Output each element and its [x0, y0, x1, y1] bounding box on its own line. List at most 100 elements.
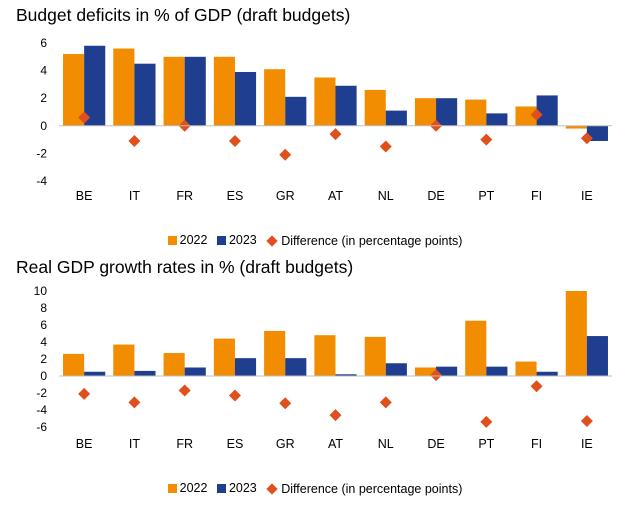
y-tick-label: -2: [36, 386, 47, 400]
bar-2023-FI: [536, 95, 558, 126]
y-tick-label: -2: [36, 146, 47, 160]
difference-marker-PT: [480, 415, 493, 428]
budget-deficits-plot: 6 4 2 0 -2 -4 BE IT FR ES GR AT NL DE PT FI IE: [36, 36, 612, 203]
difference-marker-IT: [128, 134, 141, 147]
x-category-label: AT: [328, 189, 343, 203]
bar-2022-ES: [213, 56, 235, 126]
legend-label: 2022: [179, 233, 208, 247]
difference-marker-FI: [530, 108, 543, 121]
difference-marker-IT: [128, 396, 141, 409]
y-tick-label: -6: [36, 420, 47, 434]
bar-2022-BE: [63, 353, 85, 376]
difference-marker-FR: [178, 384, 191, 397]
bar-2022-IE: [565, 125, 587, 129]
y-tick-label: 4: [40, 64, 47, 78]
x-category-label: NL: [378, 437, 394, 451]
x-category-label: FR: [176, 437, 193, 451]
legend-label: Difference (in percentage points): [281, 481, 463, 496]
y-tick-label: 6: [40, 318, 47, 332]
difference-marker-GR: [279, 148, 292, 161]
y-tick-label: 6: [40, 36, 47, 50]
bar-2022-NL: [364, 336, 386, 376]
bar-2023-BE: [84, 371, 106, 376]
x-category-label: DE: [427, 437, 444, 451]
y-tick-label: -4: [36, 403, 47, 417]
y-tick-label: 2: [40, 352, 47, 366]
bar-2023-FR: [184, 367, 206, 376]
bar-2023-DE: [436, 98, 458, 126]
x-category-label: IE: [581, 437, 593, 451]
bar-2023-FR: [184, 56, 206, 126]
bar-2022-PT: [465, 99, 487, 126]
x-category-label: GR: [276, 189, 295, 203]
chart-legend: 2022 2023 Difference (in percentage poin…: [0, 481, 636, 496]
x-category-label: FI: [531, 437, 542, 451]
legend-label: 2023: [228, 233, 257, 247]
x-category-label: AT: [328, 437, 343, 451]
bar-2022-AT: [314, 77, 336, 126]
x-category-label: PT: [478, 437, 494, 451]
bar-2023-AT: [335, 85, 357, 126]
x-category-label: ES: [227, 189, 244, 203]
bar-2023-GR: [285, 358, 307, 376]
bar-2023-BE: [84, 45, 106, 126]
bar-2023-ES: [234, 71, 257, 126]
difference-marker-BE: [78, 111, 91, 124]
bar-2022-GR: [264, 69, 286, 126]
x-category-label: GR: [276, 437, 295, 451]
legend-label: 2023: [228, 481, 257, 495]
bar-2022-FR: [163, 353, 185, 376]
difference-marker-IE: [580, 415, 593, 428]
legend-diamond: [266, 482, 278, 495]
legend-swatch-2022: [167, 235, 177, 245]
difference-marker-NL: [379, 140, 392, 153]
bar-2022-AT: [314, 335, 336, 376]
legend-item-difference: Difference (in percentage points): [266, 234, 462, 248]
x-category-label: ES: [227, 437, 244, 451]
difference-marker-ES: [228, 389, 241, 402]
x-category-label: DE: [427, 189, 444, 203]
bar-2023-NL: [385, 110, 407, 126]
legend-item-2023: 2023: [216, 481, 257, 495]
difference-marker-BE: [78, 387, 91, 400]
difference-marker-PT: [480, 133, 493, 146]
y-tick-label: 2: [40, 91, 47, 105]
bar-2022-DE: [414, 98, 437, 126]
x-category-label: PT: [478, 189, 494, 203]
legend-diamond: [266, 234, 278, 247]
y-tick-label: -4: [36, 174, 47, 188]
bar-2022-FI: [515, 106, 537, 126]
legend-item-difference: Difference (in percentage points): [266, 482, 462, 496]
difference-marker-DE: [430, 369, 443, 382]
y-tick-label: 4: [40, 335, 47, 349]
x-category-label: IE: [581, 189, 593, 203]
chart-legend: 2022 2023 Difference (in percentage poin…: [0, 233, 636, 248]
legend-item-2022: 2022: [167, 233, 208, 247]
y-tick-label: 0: [40, 119, 47, 133]
difference-marker-ES: [228, 134, 241, 147]
bar-2022-ES: [213, 338, 235, 376]
x-category-label: BE: [76, 189, 93, 203]
bar-2023-FI: [536, 371, 558, 376]
bar-2022-DE: [414, 367, 437, 376]
chart-title: Real GDP growth rates in % (draft budget…: [16, 257, 354, 277]
bar-2023-NL: [385, 363, 407, 376]
legend-swatch-2023: [216, 235, 226, 245]
bar-2023-IE: [586, 125, 608, 141]
bar-2022-FR: [163, 56, 185, 126]
x-category-label: FI: [531, 189, 542, 203]
bar-2023-IE: [586, 336, 608, 376]
bar-2023-PT: [486, 113, 508, 126]
bar-2022-PT: [465, 320, 487, 376]
difference-marker-AT: [329, 128, 342, 141]
x-category-label: NL: [378, 189, 394, 203]
legend-swatch-2023: [216, 483, 226, 493]
bar-2023-DE: [436, 366, 458, 376]
gdp-growth-chart: Real GDP growth rates in % (draft budget…: [0, 252, 636, 509]
budget-deficits-chart: Budget deficits in % of GDP (draft budge…: [0, 5, 636, 248]
x-category-label: IT: [129, 189, 140, 203]
difference-marker-GR: [279, 397, 292, 410]
bar-2023-GR: [285, 96, 307, 126]
bar-2022-BE: [63, 54, 85, 126]
y-tick-label: 0: [40, 369, 47, 383]
